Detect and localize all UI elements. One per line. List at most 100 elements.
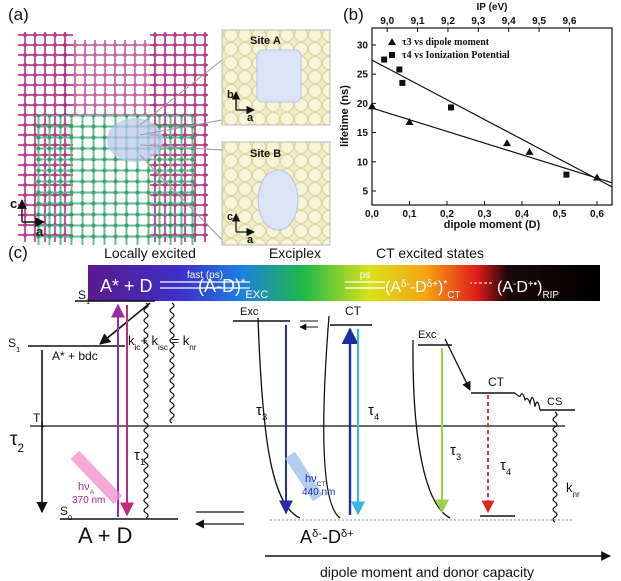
fit-line — [371, 59, 613, 188]
point — [503, 139, 511, 147]
diagram-label: dipole moment and donor capacity — [320, 564, 534, 580]
label-part: S — [60, 504, 68, 518]
point — [381, 56, 388, 63]
diagram-label: CT — [488, 375, 505, 389]
diagram-label: CS — [547, 396, 562, 408]
bar-label: ps — [360, 270, 371, 281]
diagram-label: 370 nm — [72, 495, 105, 506]
axis-letter: b — [227, 89, 234, 101]
x-tick-label: 0,4 — [515, 209, 529, 220]
x-tick-label: 0,5 — [553, 209, 567, 220]
state-header: Exciplex — [269, 245, 321, 261]
label-part: τ — [450, 442, 456, 459]
label-part: 1 — [140, 457, 145, 467]
x-tick-label: 0,3 — [478, 209, 492, 220]
label-part: EXC — [245, 289, 268, 301]
label-part: 3 — [456, 452, 461, 462]
diagram-label: knr — [566, 480, 580, 499]
label-part: 1 — [40, 420, 44, 429]
diagram-label: A* + bdc — [52, 349, 98, 363]
label-part: δ+ — [427, 279, 439, 290]
label-part: ) — [537, 279, 542, 296]
y-tick-label: 15 — [357, 128, 369, 139]
label-part: (A-D) — [198, 276, 241, 296]
label-part: = k — [168, 333, 190, 348]
label-part: hν — [78, 481, 90, 493]
panel-label: (a) — [8, 5, 29, 24]
x2-tick-label: 9,4 — [502, 16, 516, 27]
label-part: 1 — [86, 297, 90, 306]
label-part: nr — [189, 343, 196, 352]
point — [396, 66, 403, 73]
label-part: 3 — [262, 412, 267, 422]
axis-letter: a — [36, 224, 44, 239]
label-part: τ — [368, 402, 374, 419]
label-part: τ — [10, 429, 18, 450]
label-part: nr — [573, 490, 580, 499]
bar-label: fast (ps) — [187, 270, 223, 281]
diagram-label: (Aδ--Dδ+)*CT — [385, 279, 460, 301]
label-part: hν — [305, 473, 317, 485]
point — [563, 171, 570, 178]
label-part: D — [516, 279, 528, 296]
label-part: - — [513, 279, 516, 290]
label-part: -D — [322, 527, 341, 547]
x2-tick-label: 9,1 — [411, 16, 425, 27]
x2-tick-label: 9,5 — [532, 16, 546, 27]
y-tick-label: 20 — [357, 99, 369, 110]
y-tick-label: 25 — [357, 70, 369, 81]
label-part: ic — [135, 343, 141, 352]
energy-diagram — [28, 265, 611, 561]
x2-tick-label: 9,0 — [380, 16, 394, 27]
label-part: (A — [497, 279, 513, 296]
diagram-label: CT — [345, 304, 362, 318]
diagram-label: kic+ kisc = knr — [128, 333, 197, 352]
point — [593, 173, 601, 181]
label-part: CT — [447, 290, 460, 301]
point — [399, 79, 406, 86]
diagram-label: (A-D)*EXC — [198, 276, 268, 301]
diagram-label: τ2 — [10, 429, 24, 455]
point — [368, 102, 376, 110]
diagram-label: τ3 — [256, 402, 267, 422]
label-part: CT — [317, 481, 326, 488]
diagram-label: τ1 — [134, 447, 145, 467]
diagram-label: S1 — [8, 336, 20, 354]
bar-label: A* + D — [100, 276, 153, 296]
x-tick-label: 0,1 — [403, 209, 417, 220]
label-part: 4 — [506, 467, 511, 477]
point — [405, 118, 414, 126]
label-part: 0 — [68, 513, 72, 522]
point — [447, 104, 454, 111]
label-part: * — [241, 277, 246, 289]
label-part: δ+ — [341, 528, 354, 540]
label-part: 1 — [16, 345, 20, 354]
diagram-label: 440 nm — [302, 487, 335, 498]
framework-image — [17, 29, 331, 246]
legend-marker — [389, 52, 395, 58]
x-tick-label: 0,0 — [365, 209, 379, 220]
fit-line — [371, 107, 613, 184]
diagram-label: T1 — [33, 411, 44, 429]
axis-letter: a — [247, 234, 254, 246]
y-tick-label: 30 — [357, 40, 369, 51]
axis-letter: a — [247, 112, 254, 124]
diagram-label: A + D — [78, 523, 132, 548]
label-part: + k — [140, 333, 158, 348]
diagram-label: τ4 — [368, 402, 379, 422]
label-part: A — [90, 489, 95, 496]
diagram-label: τ4 — [500, 457, 511, 477]
label-part: k — [128, 333, 135, 348]
diagram-label: hνCT — [305, 473, 326, 488]
x2-tick-label: 9,3 — [471, 16, 485, 27]
plot-frame — [371, 27, 613, 206]
label-part: -D — [410, 279, 427, 296]
diagram-label: hνA — [78, 481, 95, 496]
x2-axis-title: IP (eV) — [477, 2, 508, 13]
legend-label: τ3 vs dipole moment — [402, 37, 490, 48]
label-part: 2 — [18, 442, 25, 455]
label-part: RIP — [542, 290, 559, 301]
label-part: S — [78, 288, 86, 302]
label-part: τ — [256, 402, 262, 419]
